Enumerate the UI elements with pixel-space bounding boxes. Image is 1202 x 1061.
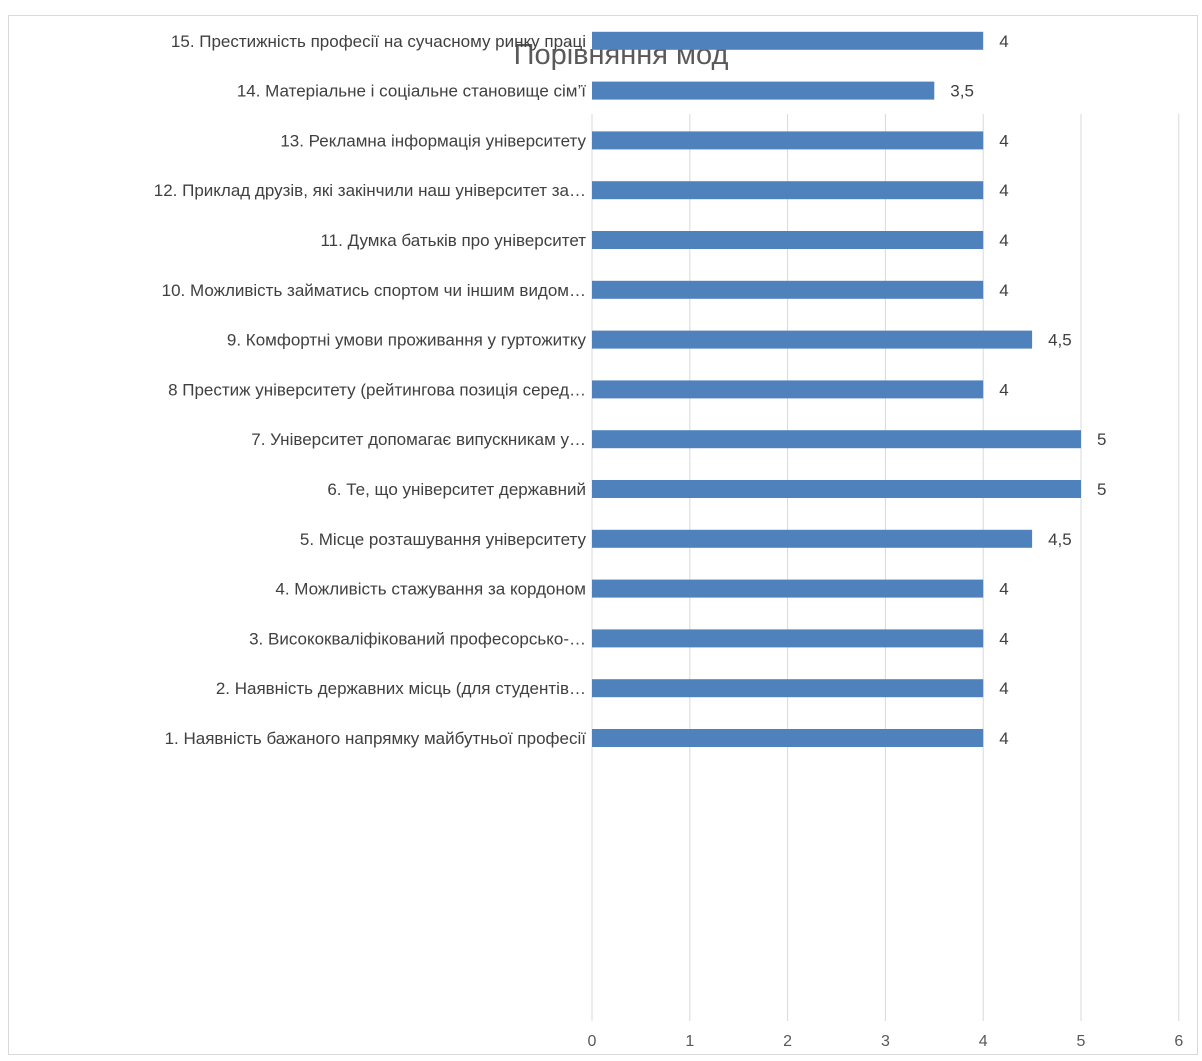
category-label: 4. Можливість стажування за кордоном xyxy=(275,580,586,599)
bar xyxy=(592,131,984,150)
bar xyxy=(592,330,1033,349)
category-label: 7. Університет допомагає випускникам у… xyxy=(251,430,586,449)
bar xyxy=(592,679,984,698)
category-label: 14. Матеріальне і соціальне становище сі… xyxy=(237,82,586,101)
bar xyxy=(592,280,984,299)
data-label: 4 xyxy=(999,629,1008,648)
bar xyxy=(592,231,984,249)
data-label: 4 xyxy=(999,729,1008,748)
x-tick-label: 0 xyxy=(588,1033,597,1050)
bar xyxy=(592,579,984,598)
data-label: 4 xyxy=(999,181,1008,200)
category-label: 10. Можливість займатись спортом чи інши… xyxy=(162,281,586,300)
chart-frame: Порівняння мод 1. Наявність бажаного нап… xyxy=(8,15,1198,1055)
category-label: 1. Наявність бажаного напрямку майбутньо… xyxy=(165,729,587,748)
category-labels: 1. Наявність бажаного напрямку майбутньо… xyxy=(154,32,587,748)
x-tick-label: 2 xyxy=(783,1033,792,1050)
bar xyxy=(592,629,984,648)
x-axis-ticks: 0 1 2 3 4 5 6 xyxy=(588,1033,1184,1050)
x-tick-label: 3 xyxy=(881,1033,890,1050)
data-label: 4 xyxy=(999,281,1008,300)
category-label: 9. Комфортні умови проживання у гуртожит… xyxy=(227,331,587,350)
bar xyxy=(592,430,1081,449)
data-label: 4 xyxy=(999,131,1008,150)
category-label: 2. Наявність державних місць (для студен… xyxy=(216,679,586,698)
gridlines xyxy=(591,114,1180,1021)
bar xyxy=(592,529,1033,548)
data-label: 4 xyxy=(999,580,1008,599)
category-label: 15. Престижність професії на сучасному р… xyxy=(171,32,586,51)
bar xyxy=(592,181,984,200)
data-label: 5 xyxy=(1097,430,1106,449)
category-label: 3. Висококваліфікований професорсько-… xyxy=(249,629,586,648)
category-label: 11. Думка батьків про університет xyxy=(320,231,586,250)
x-tick-label: 5 xyxy=(1077,1033,1086,1050)
bar xyxy=(592,729,984,747)
bar xyxy=(592,480,1081,498)
category-label: 12. Приклад друзів, які закінчили наш ун… xyxy=(154,181,586,200)
bar xyxy=(592,81,935,100)
x-tick-label: 4 xyxy=(979,1033,988,1050)
data-label: 4 xyxy=(999,32,1008,51)
category-label: 8 Престиж університету (рейтингова позиц… xyxy=(168,380,586,399)
data-label: 3,5 xyxy=(950,82,974,101)
bar xyxy=(592,31,984,50)
data-label: 4 xyxy=(999,380,1008,399)
data-label: 5 xyxy=(1097,480,1106,499)
category-label: 6. Те, що університет державний xyxy=(327,480,586,499)
data-label: 4 xyxy=(999,679,1008,698)
x-tick-label: 1 xyxy=(685,1033,694,1050)
bars xyxy=(592,31,1081,747)
x-tick-label: 6 xyxy=(1174,1033,1183,1050)
category-label: 13. Рекламна інформація університету xyxy=(280,131,586,150)
category-label: 5. Місце розташування університету xyxy=(300,530,587,549)
bar xyxy=(592,380,984,399)
bar-chart: Порівняння мод 1. Наявність бажаного нап… xyxy=(154,31,1184,1050)
data-label: 4 xyxy=(999,231,1008,250)
data-label: 4,5 xyxy=(1048,530,1072,549)
data-label: 4,5 xyxy=(1048,331,1072,350)
